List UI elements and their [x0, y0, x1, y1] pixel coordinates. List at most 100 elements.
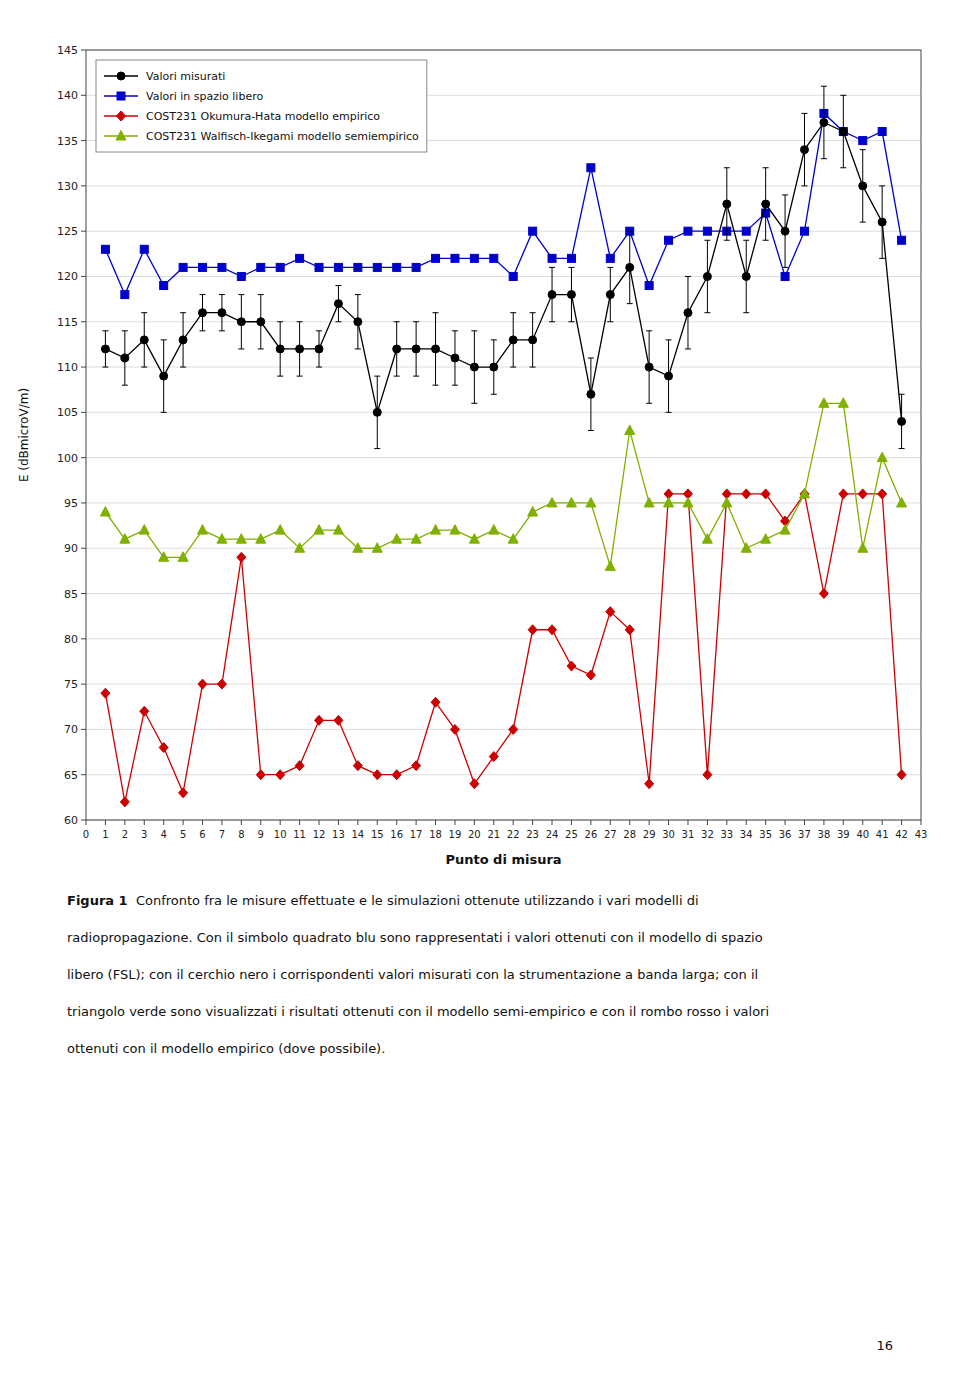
data-point: [587, 164, 595, 172]
error-bar-cap: [141, 312, 147, 313]
error-bar: [491, 340, 497, 394]
data-point: [645, 282, 653, 290]
error-bar: [646, 331, 652, 403]
x-tick: [843, 820, 844, 825]
data-point: [898, 417, 906, 425]
error-bar-cap: [801, 185, 807, 186]
error-bar: [627, 231, 633, 303]
x-tick-label: 20: [468, 829, 481, 840]
data-point: [450, 724, 459, 734]
x-tick: [804, 820, 805, 825]
error-bar-cap: [161, 339, 167, 340]
x-tick-label: 8: [238, 829, 244, 840]
legend-marker: [117, 72, 125, 80]
x-tick: [280, 820, 281, 825]
legend-item: Valori misurati: [104, 70, 225, 83]
x-axis-label: Punto di misura: [445, 852, 561, 867]
data-point: [314, 525, 324, 535]
data-point: [742, 272, 750, 280]
error-bar-cap: [782, 194, 788, 195]
error-bar-cap: [763, 240, 769, 241]
error-bar-cap: [258, 294, 264, 295]
x-tick: [163, 820, 164, 825]
data-point: [665, 372, 673, 380]
error-bar-cap: [219, 330, 225, 331]
data-point: [373, 408, 381, 416]
error-bar-cap: [122, 385, 128, 386]
y-tick-label: 80: [64, 633, 78, 646]
x-tick-label: 43: [915, 829, 928, 840]
data-area: [100, 86, 906, 807]
error-bar-cap: [102, 367, 108, 368]
x-tick: [610, 820, 611, 825]
x-tick-label: 10: [274, 829, 287, 840]
data-point: [567, 291, 575, 299]
figure: 6065707580859095100105110115120125130135…: [0, 0, 960, 1375]
x-tick-label: 29: [643, 829, 656, 840]
y-tick-label: 115: [57, 316, 78, 329]
data-point: [645, 779, 654, 789]
data-point: [393, 263, 401, 271]
page-number: 16: [876, 1338, 893, 1353]
error-bar-cap: [743, 312, 749, 313]
y-tick-label: 65: [64, 769, 78, 782]
error-bar-cap: [840, 167, 846, 168]
error-bar: [200, 295, 206, 331]
error-bar-cap: [627, 303, 633, 304]
grid-line: [86, 774, 921, 775]
x-tick-label: 28: [623, 829, 636, 840]
series: [101, 86, 905, 448]
error-bar: [860, 150, 866, 222]
data-point: [470, 779, 479, 789]
data-point: [412, 761, 421, 771]
data-point: [315, 345, 323, 353]
data-point: [878, 128, 886, 136]
data-point: [858, 543, 868, 553]
x-tick: [901, 820, 902, 825]
x-tick-label: 13: [332, 829, 345, 840]
data-point: [780, 525, 790, 535]
error-bar-cap: [258, 348, 264, 349]
y-tick: [81, 321, 86, 322]
y-tick-label: 105: [57, 406, 78, 419]
error-bar-cap: [549, 321, 555, 322]
data-point: [684, 309, 692, 317]
error-bar-cap: [821, 158, 827, 159]
y-tick-label: 145: [57, 44, 78, 57]
data-point: [334, 300, 342, 308]
data-point: [412, 263, 420, 271]
y-tick: [81, 593, 86, 594]
x-tick-label: 0: [83, 829, 89, 840]
error-bar-cap: [297, 376, 303, 377]
x-tick-label: 18: [429, 829, 442, 840]
x-tick-label: 32: [701, 829, 714, 840]
series: [101, 109, 905, 298]
legend-box: [96, 60, 427, 152]
error-bar-cap: [491, 394, 497, 395]
error-bar: [607, 267, 613, 321]
error-bar: [801, 113, 807, 185]
data-point: [781, 272, 789, 280]
data-point: [586, 497, 596, 507]
data-point: [217, 679, 226, 689]
x-tick-label: 5: [180, 829, 186, 840]
x-tick-label: 31: [682, 829, 695, 840]
x-tick-label: 35: [759, 829, 772, 840]
error-bar-cap: [627, 231, 633, 232]
data-point: [412, 345, 420, 353]
error-bar-cap: [316, 330, 322, 331]
y-tick: [81, 412, 86, 413]
error-bar: [219, 295, 225, 331]
y-tick: [81, 140, 86, 141]
data-point: [354, 318, 362, 326]
grid: [86, 50, 921, 820]
x-tick-label: 19: [449, 829, 462, 840]
x-tick: [513, 820, 514, 825]
grid-line: [86, 367, 921, 368]
error-bar-cap: [821, 86, 827, 87]
error-bar-cap: [860, 222, 866, 223]
data-point: [257, 263, 265, 271]
data-point: [547, 497, 557, 507]
series: [100, 398, 906, 571]
data-point: [897, 497, 907, 507]
